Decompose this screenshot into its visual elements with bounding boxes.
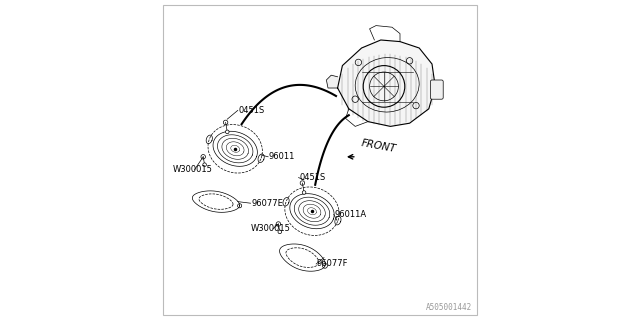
Text: A505001442: A505001442 bbox=[426, 303, 472, 312]
Text: 96011A: 96011A bbox=[334, 210, 367, 219]
Text: FRONT: FRONT bbox=[360, 138, 397, 154]
Text: 0451S: 0451S bbox=[300, 173, 326, 182]
Polygon shape bbox=[326, 75, 338, 88]
Text: 96077F: 96077F bbox=[317, 260, 348, 268]
Circle shape bbox=[225, 130, 229, 134]
Text: 0451S: 0451S bbox=[239, 106, 265, 115]
Circle shape bbox=[278, 230, 282, 234]
Text: W300015: W300015 bbox=[173, 165, 212, 174]
Text: 96011: 96011 bbox=[269, 152, 295, 161]
Circle shape bbox=[203, 163, 206, 166]
Text: W300015: W300015 bbox=[251, 224, 291, 233]
Polygon shape bbox=[338, 40, 435, 126]
FancyBboxPatch shape bbox=[430, 80, 443, 99]
Circle shape bbox=[302, 191, 306, 194]
Text: 96077E: 96077E bbox=[251, 199, 283, 208]
